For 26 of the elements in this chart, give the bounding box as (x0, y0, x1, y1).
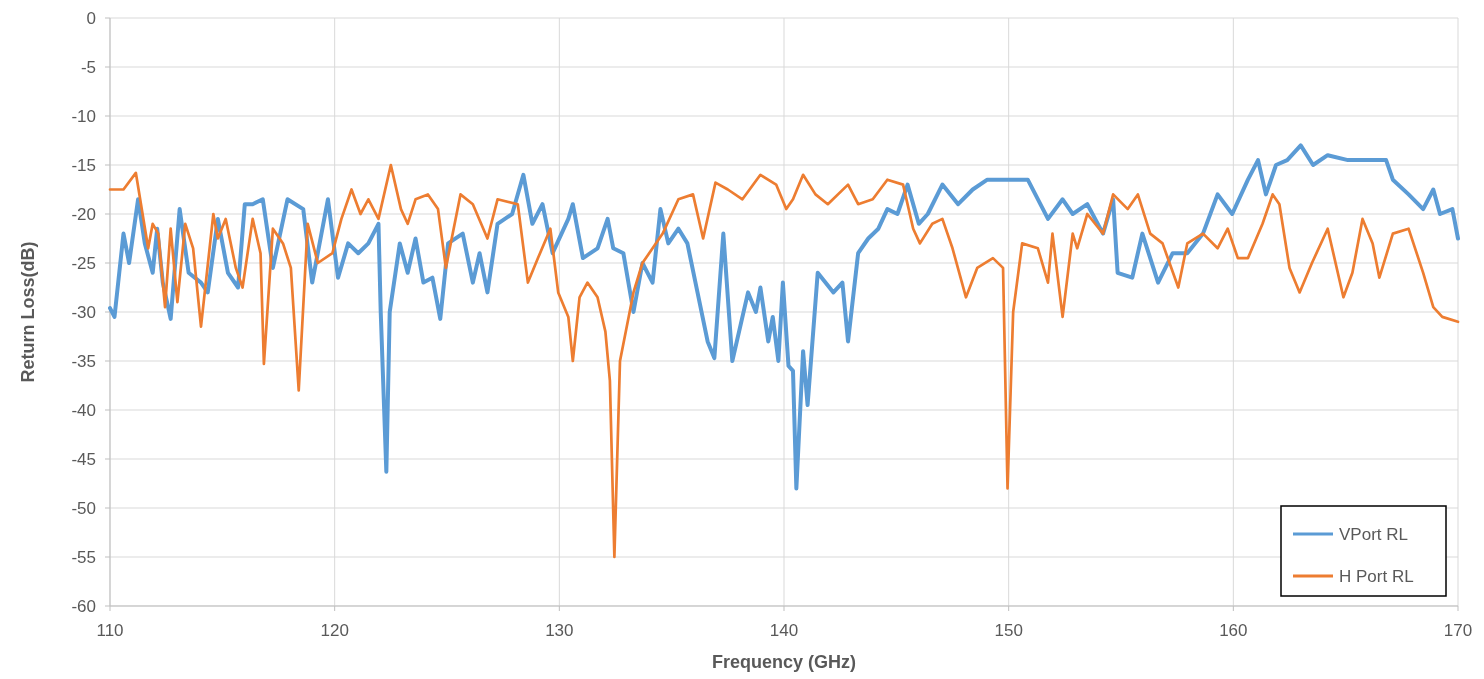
y-tick-label: -5 (80, 57, 96, 77)
y-tick-label: 0 (86, 8, 96, 28)
y-tick-label: -45 (71, 449, 96, 469)
x-tick-label: 160 (1219, 621, 1248, 640)
line-series (108, 163, 1460, 559)
y-tick-label: -30 (71, 302, 96, 322)
x-tick-label: 140 (769, 621, 799, 640)
y-tick-label: -25 (71, 253, 96, 273)
y-tick-label: -10 (71, 106, 96, 126)
y-tick-label: -50 (71, 498, 96, 518)
x-tick-label: 150 (994, 621, 1023, 640)
y-tick-label: -40 (71, 400, 96, 420)
legend-label: H Port RL (1339, 566, 1414, 586)
y-tick-label: -35 (71, 351, 96, 371)
line-series (108, 143, 1460, 491)
x-tick-label: 120 (320, 621, 349, 640)
y-tick-label: -60 (71, 596, 96, 616)
y-tick-label: -55 (71, 547, 96, 567)
y-tick-label: -20 (71, 204, 96, 224)
x-tick-label: 130 (545, 621, 574, 640)
y-tick-label: -15 (71, 155, 96, 175)
x-tick-label: 110 (96, 621, 124, 640)
y-axis-title: Return Loss(dB) (18, 241, 38, 383)
x-tick-label: 170 (1443, 621, 1473, 640)
legend-label: VPort RL (1339, 524, 1408, 544)
x-axis-title: Frequency (GHz) (711, 652, 857, 672)
